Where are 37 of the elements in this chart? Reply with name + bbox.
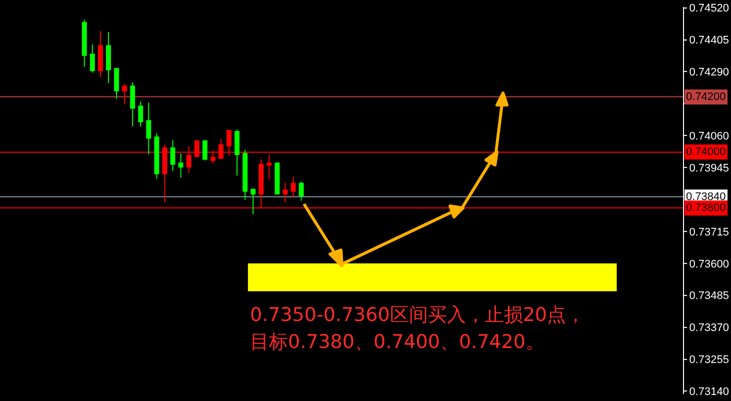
- candlestick: [298, 180, 304, 202]
- candlestick: [170, 140, 176, 172]
- candlestick: [290, 176, 296, 198]
- y-tick-label: 0.73945: [689, 162, 729, 174]
- candlestick: [154, 132, 160, 180]
- ref-line-label: 0.74200: [686, 91, 726, 103]
- y-tick-label: 0.73255: [689, 354, 729, 366]
- annotation: 0.7350-0.7360区间买入，止损20点，: [250, 304, 585, 326]
- candlestick: [242, 149, 248, 200]
- y-tick-label: 0.73715: [689, 226, 729, 238]
- y-tick-label: 0.74290: [689, 66, 729, 79]
- candlestick: [146, 102, 152, 156]
- ref-line-label: 0.74000: [686, 146, 726, 158]
- candlestick: [130, 82, 136, 127]
- candlestick: [178, 152, 184, 178]
- y-tick-label: 0.74060: [689, 130, 729, 142]
- candlestick: [98, 30, 103, 78]
- y-tick-label: 0.73485: [689, 290, 729, 302]
- candlestick: [122, 84, 128, 105]
- candlestick: [282, 182, 288, 204]
- y-tick-label: 0.74405: [689, 34, 729, 47]
- candlestick: [90, 44, 95, 74]
- y-tick-label: 0.73600: [689, 258, 729, 270]
- candlestick: [106, 32, 111, 84]
- y-tick-label: 0.73140: [689, 386, 729, 398]
- ref-line-label: 0.73800: [686, 202, 726, 214]
- candlestick: [234, 129, 240, 176]
- candlestick: [250, 188, 256, 215]
- annotation: 目标0.7380、0.7400、0.7420。: [250, 331, 544, 353]
- candlestick: [114, 67, 119, 100]
- ref-line-label: 0.73840: [686, 191, 726, 203]
- candlestick: [274, 162, 280, 194]
- y-tick-label: 0.74520: [689, 2, 729, 15]
- y-tick-label: 0.73370: [689, 322, 729, 334]
- candlestick: [202, 140, 208, 161]
- candlestick: [82, 19, 87, 68]
- candlestick: [138, 100, 144, 127]
